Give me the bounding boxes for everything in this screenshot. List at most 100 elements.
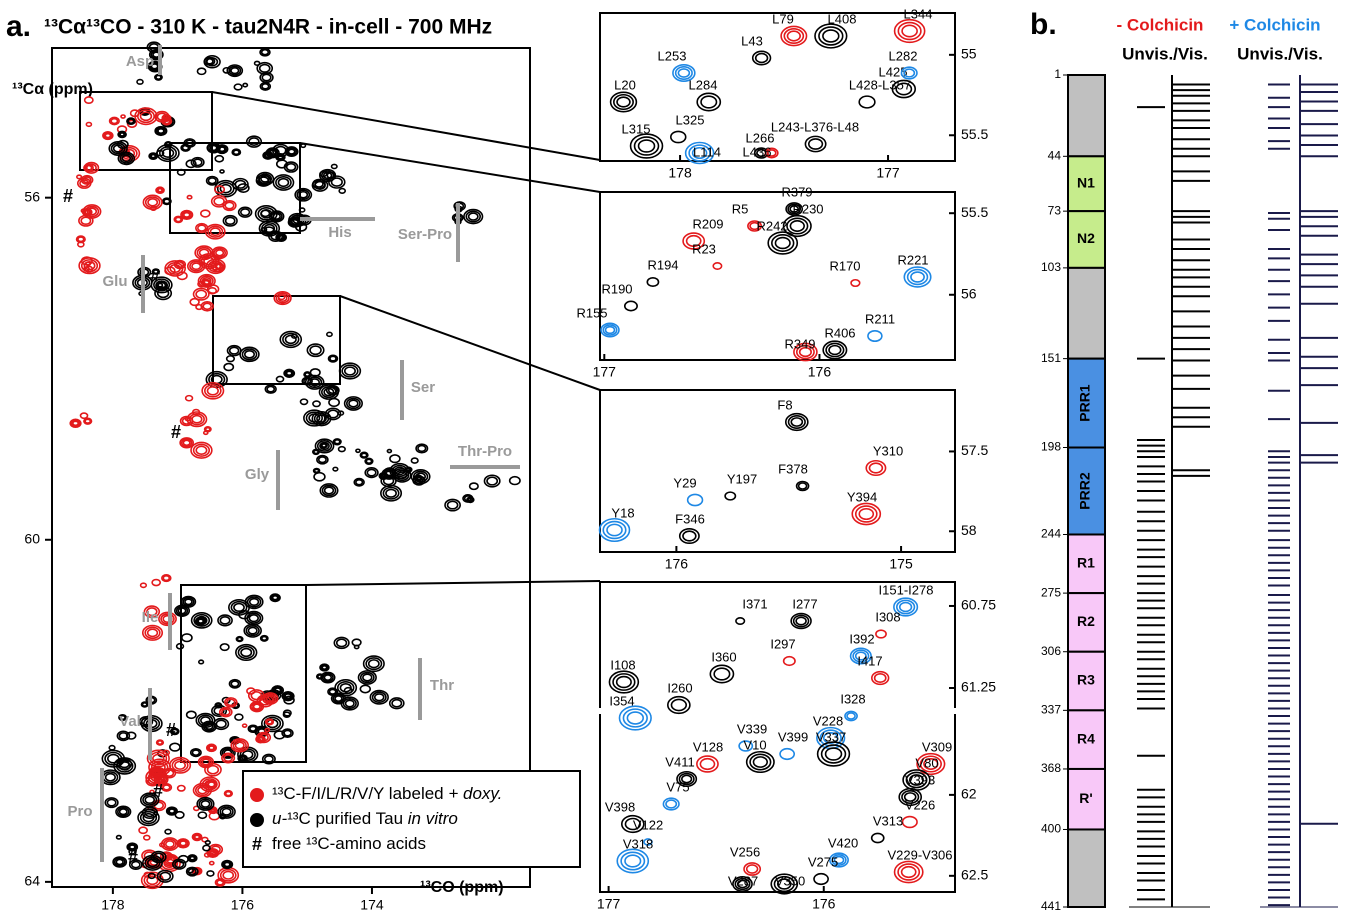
peak-contour	[262, 151, 274, 160]
peak-contour	[662, 797, 680, 811]
peak-contour	[168, 808, 176, 814]
peak-contour	[155, 126, 166, 136]
peak-contour	[184, 598, 193, 606]
peak-contour	[153, 777, 166, 787]
peak-contour	[910, 271, 925, 283]
domain	[1067, 533, 1106, 595]
peak-contour	[385, 488, 397, 498]
peak-contour	[80, 208, 87, 214]
peak-contour	[224, 697, 238, 708]
peak-contour	[220, 708, 231, 716]
peak-contour	[84, 418, 92, 424]
axis-break	[951, 708, 957, 714]
peak-contour	[241, 723, 248, 728]
peak-label: R242	[756, 218, 787, 233]
panel-label: b.	[1030, 8, 1057, 41]
peak-contour	[224, 216, 236, 226]
peak-contour	[901, 815, 918, 829]
peak-contour	[415, 443, 429, 454]
peak-contour	[230, 738, 249, 753]
y-tick-label: 64	[24, 873, 40, 889]
peak-contour	[359, 684, 371, 694]
peak-contour	[312, 400, 321, 408]
peak-contour	[369, 689, 389, 705]
peak-label: V80	[915, 755, 938, 770]
peak-contour	[893, 597, 919, 617]
peak-label: I392	[849, 631, 874, 646]
peak-contour	[380, 484, 403, 502]
y-tick-label: 61.25	[961, 679, 996, 695]
peak-contour	[176, 838, 190, 849]
peak-contour	[747, 220, 763, 232]
peak-contour	[108, 744, 116, 751]
peak-contour	[219, 746, 236, 759]
main-frame	[51, 47, 531, 888]
domain	[1067, 266, 1106, 360]
peak-contour	[195, 445, 208, 455]
peak-contour	[865, 459, 887, 477]
peak-contour	[248, 614, 259, 623]
peak-contour	[136, 109, 155, 124]
peak-contour	[118, 713, 128, 722]
peak-contour	[333, 439, 341, 445]
condition-name: - Colchicin	[1117, 15, 1204, 34]
domain-label: R2	[1077, 613, 1095, 629]
peak-label: R23	[692, 241, 716, 256]
peak-contour	[234, 179, 247, 189]
peak-label: V228	[813, 713, 843, 728]
peak-contour	[290, 219, 299, 226]
peak-contour	[205, 58, 214, 65]
peak-contour	[895, 82, 913, 96]
peak-contour	[620, 814, 645, 834]
peak-contour	[279, 330, 303, 349]
legend-marker	[250, 813, 264, 827]
peak-label: Y310	[873, 443, 903, 458]
peak-contour	[624, 854, 642, 868]
inset-frame	[599, 191, 956, 361]
peak-contour	[104, 132, 112, 139]
peak-contour	[165, 141, 172, 147]
peak-contour	[146, 628, 159, 638]
peak-contour	[341, 364, 359, 378]
peak-contour	[76, 174, 83, 180]
peak-contour	[77, 236, 85, 243]
peak-contour	[86, 207, 98, 216]
peak-contour	[179, 840, 187, 847]
peak-contour	[867, 329, 883, 343]
peak-contour	[294, 187, 313, 202]
peak-label: L266	[746, 130, 775, 145]
peak-contour	[120, 114, 126, 119]
peak-label: R230	[792, 201, 823, 216]
peak-contour	[321, 665, 328, 670]
peak-contour	[677, 68, 691, 78]
peak-contour	[260, 48, 270, 56]
peak-contour	[153, 278, 171, 292]
peak-contour	[173, 215, 184, 224]
peak-contour	[171, 758, 189, 772]
peak-contour	[186, 194, 193, 200]
peak-contour	[285, 162, 297, 172]
x-tick-label: 178	[101, 897, 125, 913]
peak-contour	[154, 125, 168, 137]
peak-contour	[304, 372, 311, 377]
peak-contour	[202, 302, 213, 311]
peak-contour	[308, 413, 321, 423]
peak-contour	[85, 121, 93, 128]
peak-contour	[822, 732, 839, 744]
peak-contour	[299, 398, 309, 406]
peak-contour	[142, 854, 163, 871]
peak-contour	[146, 607, 158, 617]
peak-contour	[712, 262, 723, 270]
peak-contour	[261, 635, 268, 641]
peak-contour	[780, 25, 808, 47]
y-tick-label: 58	[961, 522, 977, 538]
peak-contour	[893, 18, 926, 44]
peak-contour	[103, 131, 113, 140]
peak-contour	[245, 625, 260, 637]
peak-contour	[745, 864, 759, 874]
peak-contour	[102, 131, 114, 141]
peak-label: R221	[897, 252, 928, 267]
peak-contour	[110, 117, 119, 125]
peak-contour	[322, 171, 333, 180]
peak-contour	[875, 629, 887, 639]
